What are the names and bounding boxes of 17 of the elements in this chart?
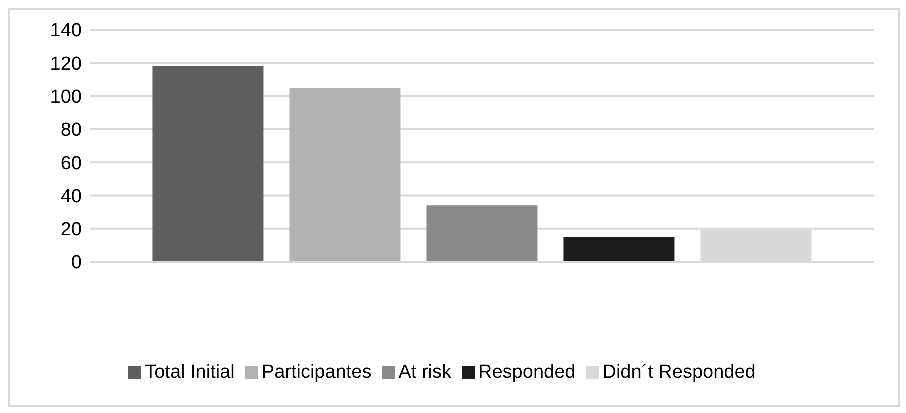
bar [564, 237, 675, 262]
y-tick-label: 100 [50, 87, 82, 108]
bar [152, 66, 264, 262]
legend-label: Responded [478, 362, 576, 383]
y-tick-label: 20 [60, 220, 82, 241]
bar [290, 88, 401, 262]
y-tick-label: 140 [50, 20, 82, 42]
legend-label: Didn´t Responded [602, 362, 756, 383]
y-tick-label: 60 [60, 153, 82, 174]
y-tick-label: 80 [60, 120, 82, 142]
legend-label: At risk [398, 362, 452, 383]
bar [426, 206, 538, 262]
legend-label: Total Initial [145, 362, 235, 383]
legend-label: Participantes [262, 362, 372, 383]
y-tick-label: 40 [60, 186, 82, 208]
y-tick-label: 120 [50, 54, 82, 75]
y-tick-label: 0 [71, 252, 82, 274]
